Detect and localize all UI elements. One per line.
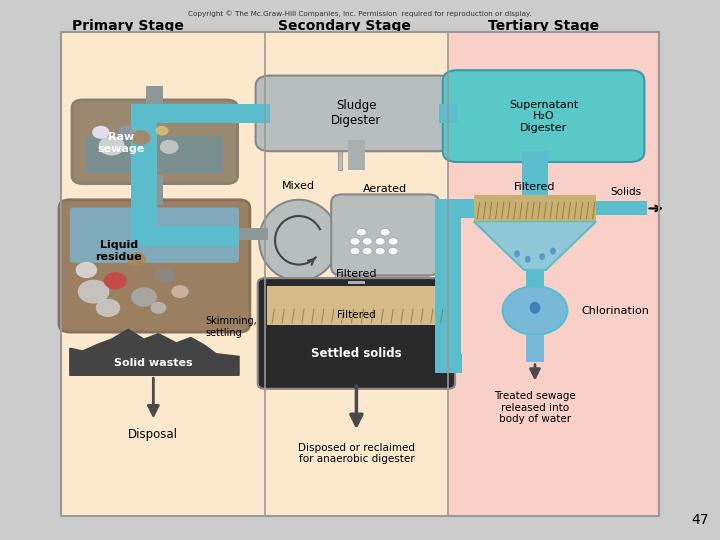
Text: Filtered: Filtered — [337, 310, 376, 320]
Circle shape — [104, 272, 127, 289]
Circle shape — [92, 126, 109, 139]
Text: Secondary Stage: Secondary Stage — [278, 19, 410, 33]
Text: Mixed: Mixed — [282, 181, 315, 191]
Ellipse shape — [530, 302, 540, 314]
Circle shape — [375, 247, 385, 255]
Polygon shape — [70, 329, 239, 375]
Circle shape — [131, 287, 157, 307]
Ellipse shape — [514, 251, 520, 258]
Ellipse shape — [539, 253, 545, 260]
Bar — [522, 151, 548, 221]
Bar — [448, 354, 462, 373]
Bar — [239, 228, 268, 240]
Circle shape — [130, 130, 150, 145]
Circle shape — [503, 286, 567, 335]
Ellipse shape — [259, 200, 338, 281]
Bar — [448, 104, 457, 123]
Circle shape — [150, 302, 166, 314]
FancyBboxPatch shape — [335, 267, 428, 281]
Bar — [131, 226, 239, 246]
Bar — [86, 136, 223, 173]
Bar — [448, 32, 659, 516]
Circle shape — [160, 140, 179, 154]
Bar — [435, 199, 461, 373]
Bar — [448, 354, 455, 373]
Circle shape — [156, 268, 176, 283]
Text: Settled solids: Settled solids — [311, 347, 402, 360]
Bar — [146, 176, 163, 205]
FancyBboxPatch shape — [331, 194, 439, 275]
Text: 47: 47 — [692, 512, 709, 526]
Circle shape — [99, 136, 125, 156]
Polygon shape — [474, 221, 596, 270]
Bar — [435, 199, 481, 218]
Circle shape — [76, 262, 97, 278]
Bar — [439, 104, 448, 123]
FancyBboxPatch shape — [443, 70, 644, 162]
Ellipse shape — [525, 255, 531, 262]
Circle shape — [119, 125, 133, 136]
Circle shape — [171, 285, 189, 298]
Bar — [144, 104, 270, 123]
Bar — [61, 32, 659, 516]
Bar — [348, 281, 365, 284]
Bar — [146, 221, 163, 240]
Text: Filtered: Filtered — [514, 183, 556, 192]
Circle shape — [156, 126, 168, 136]
Text: Primary Stage: Primary Stage — [72, 19, 184, 33]
Bar — [265, 32, 448, 516]
Text: Disposal: Disposal — [128, 428, 179, 441]
Text: Sludge
Digester: Sludge Digester — [331, 99, 382, 127]
FancyBboxPatch shape — [267, 286, 446, 326]
Bar — [474, 195, 596, 221]
Bar — [526, 335, 544, 362]
Circle shape — [380, 228, 390, 236]
Text: Skimming,
settling: Skimming, settling — [205, 316, 257, 338]
Text: Copyright © The Mc.Graw-Hill Companies, Inc. Permission  required for reproducti: Copyright © The Mc.Graw-Hill Companies, … — [188, 10, 532, 17]
Bar — [348, 140, 365, 170]
Text: Supernatant
H₂O
Digester: Supernatant H₂O Digester — [509, 99, 578, 133]
Circle shape — [388, 238, 398, 245]
Circle shape — [127, 252, 146, 266]
Ellipse shape — [550, 247, 556, 255]
Bar — [61, 32, 265, 516]
Text: Treated sewage
released into
body of water: Treated sewage released into body of wat… — [494, 391, 576, 424]
Circle shape — [78, 280, 109, 303]
Text: Solid wastes: Solid wastes — [114, 359, 193, 368]
Bar — [526, 270, 544, 289]
FancyBboxPatch shape — [70, 207, 239, 263]
Circle shape — [388, 247, 398, 255]
Bar — [146, 86, 163, 108]
Text: Filtered: Filtered — [336, 269, 377, 279]
Text: Chlorination: Chlorination — [582, 306, 649, 315]
FancyBboxPatch shape — [338, 140, 342, 170]
Circle shape — [350, 238, 360, 245]
Text: Aerated: Aerated — [363, 184, 408, 194]
Circle shape — [350, 247, 360, 255]
FancyBboxPatch shape — [72, 100, 238, 184]
Bar — [131, 104, 157, 246]
Circle shape — [375, 238, 385, 245]
Text: Liquid
residue: Liquid residue — [96, 240, 142, 262]
FancyBboxPatch shape — [59, 200, 250, 332]
Circle shape — [96, 299, 120, 317]
FancyBboxPatch shape — [256, 76, 454, 151]
Bar — [596, 201, 647, 215]
Text: Raw
sewage: Raw sewage — [97, 132, 145, 154]
Text: Tertiary Stage: Tertiary Stage — [488, 19, 599, 33]
Circle shape — [362, 238, 372, 245]
Text: Solids: Solids — [611, 187, 642, 197]
Text: Disposed or reclaimed
for anaerobic digester: Disposed or reclaimed for anaerobic dige… — [298, 443, 415, 464]
FancyBboxPatch shape — [258, 278, 455, 389]
Circle shape — [356, 228, 366, 236]
Circle shape — [362, 247, 372, 255]
